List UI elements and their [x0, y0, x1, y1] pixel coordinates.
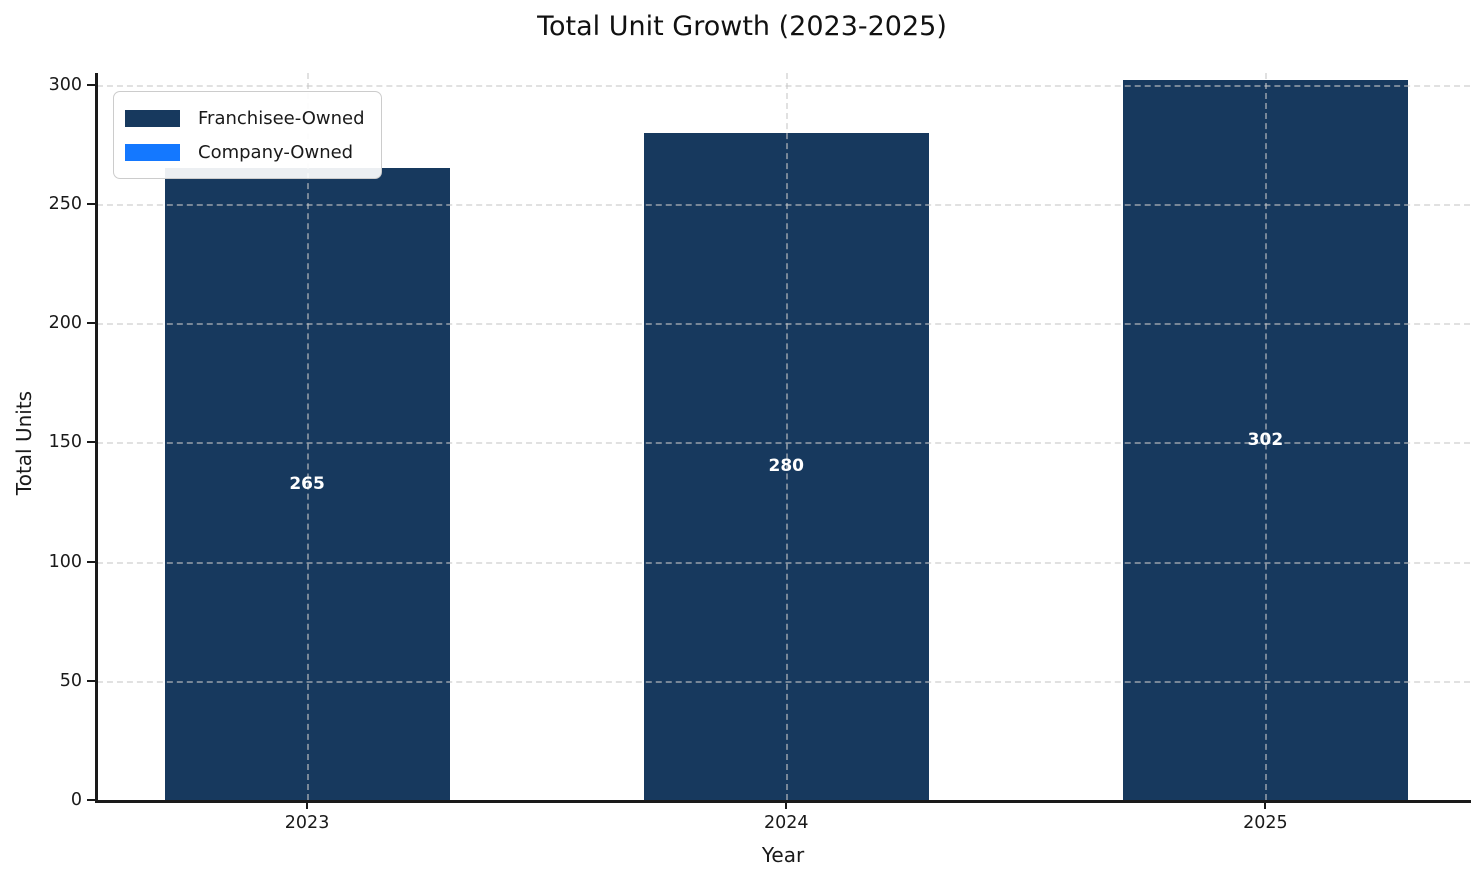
x-tick-label: 2025: [1243, 813, 1288, 833]
y-tick-mark: [87, 679, 96, 682]
gridline-vertical: [307, 73, 310, 800]
y-tick-mark: [87, 799, 96, 801]
bar-value-label: 302: [1247, 430, 1284, 451]
legend: Franchisee-Owned Company-Owned: [113, 91, 382, 179]
gridline-horizontal: [97, 442, 1470, 445]
y-tick-mark: [87, 441, 96, 444]
y-tick-mark: [87, 322, 96, 325]
y-axis-spine: [95, 73, 98, 800]
y-tick-label: 150: [48, 432, 82, 453]
y-tick-label: 200: [48, 313, 82, 334]
legend-label: Franchisee-Owned: [198, 107, 365, 129]
x-tick-label: 2023: [284, 813, 330, 833]
y-tick-mark: [87, 203, 96, 206]
bar-value-label: 280: [768, 456, 804, 477]
gridline-horizontal: [97, 204, 1470, 207]
x-tick-label: 2024: [763, 813, 809, 833]
y-tick-label: 100: [48, 551, 82, 572]
legend-swatch-icon: [125, 109, 180, 127]
gridline-horizontal: [97, 84, 1470, 87]
x-axis-title: Year: [761, 843, 805, 867]
legend-swatch-icon: [125, 143, 180, 161]
legend-item: Company-Owned: [125, 135, 365, 169]
gridline-vertical: [786, 73, 789, 800]
chart-title: Total Unit Growth (2023-2025): [537, 11, 947, 42]
y-tick-mark: [87, 83, 96, 86]
x-tick-mark: [306, 800, 309, 809]
legend-item: Franchisee-Owned: [125, 101, 365, 135]
legend-label: Company-Owned: [198, 141, 354, 163]
gridline-horizontal: [97, 680, 1470, 683]
y-tick-label: 50: [59, 670, 82, 691]
x-axis-spine: [95, 800, 1471, 803]
y-tick-label: 0: [70, 790, 82, 810]
gridline-horizontal: [97, 323, 1470, 326]
plot-area: 265 280 302: [95, 73, 1471, 803]
bar-segment-franchisee-owned-2025: [1122, 80, 1408, 800]
y-tick-label: 250: [48, 194, 82, 215]
y-tick-mark: [87, 560, 96, 563]
x-tick-mark: [1264, 800, 1267, 809]
x-tick-mark: [785, 800, 788, 809]
y-axis-title: Total Units: [12, 390, 36, 496]
y-tick-label: 300: [48, 74, 82, 95]
bar-value-label: 265: [289, 474, 325, 495]
gridline-vertical: [1265, 73, 1268, 800]
gridline-horizontal: [97, 561, 1470, 564]
